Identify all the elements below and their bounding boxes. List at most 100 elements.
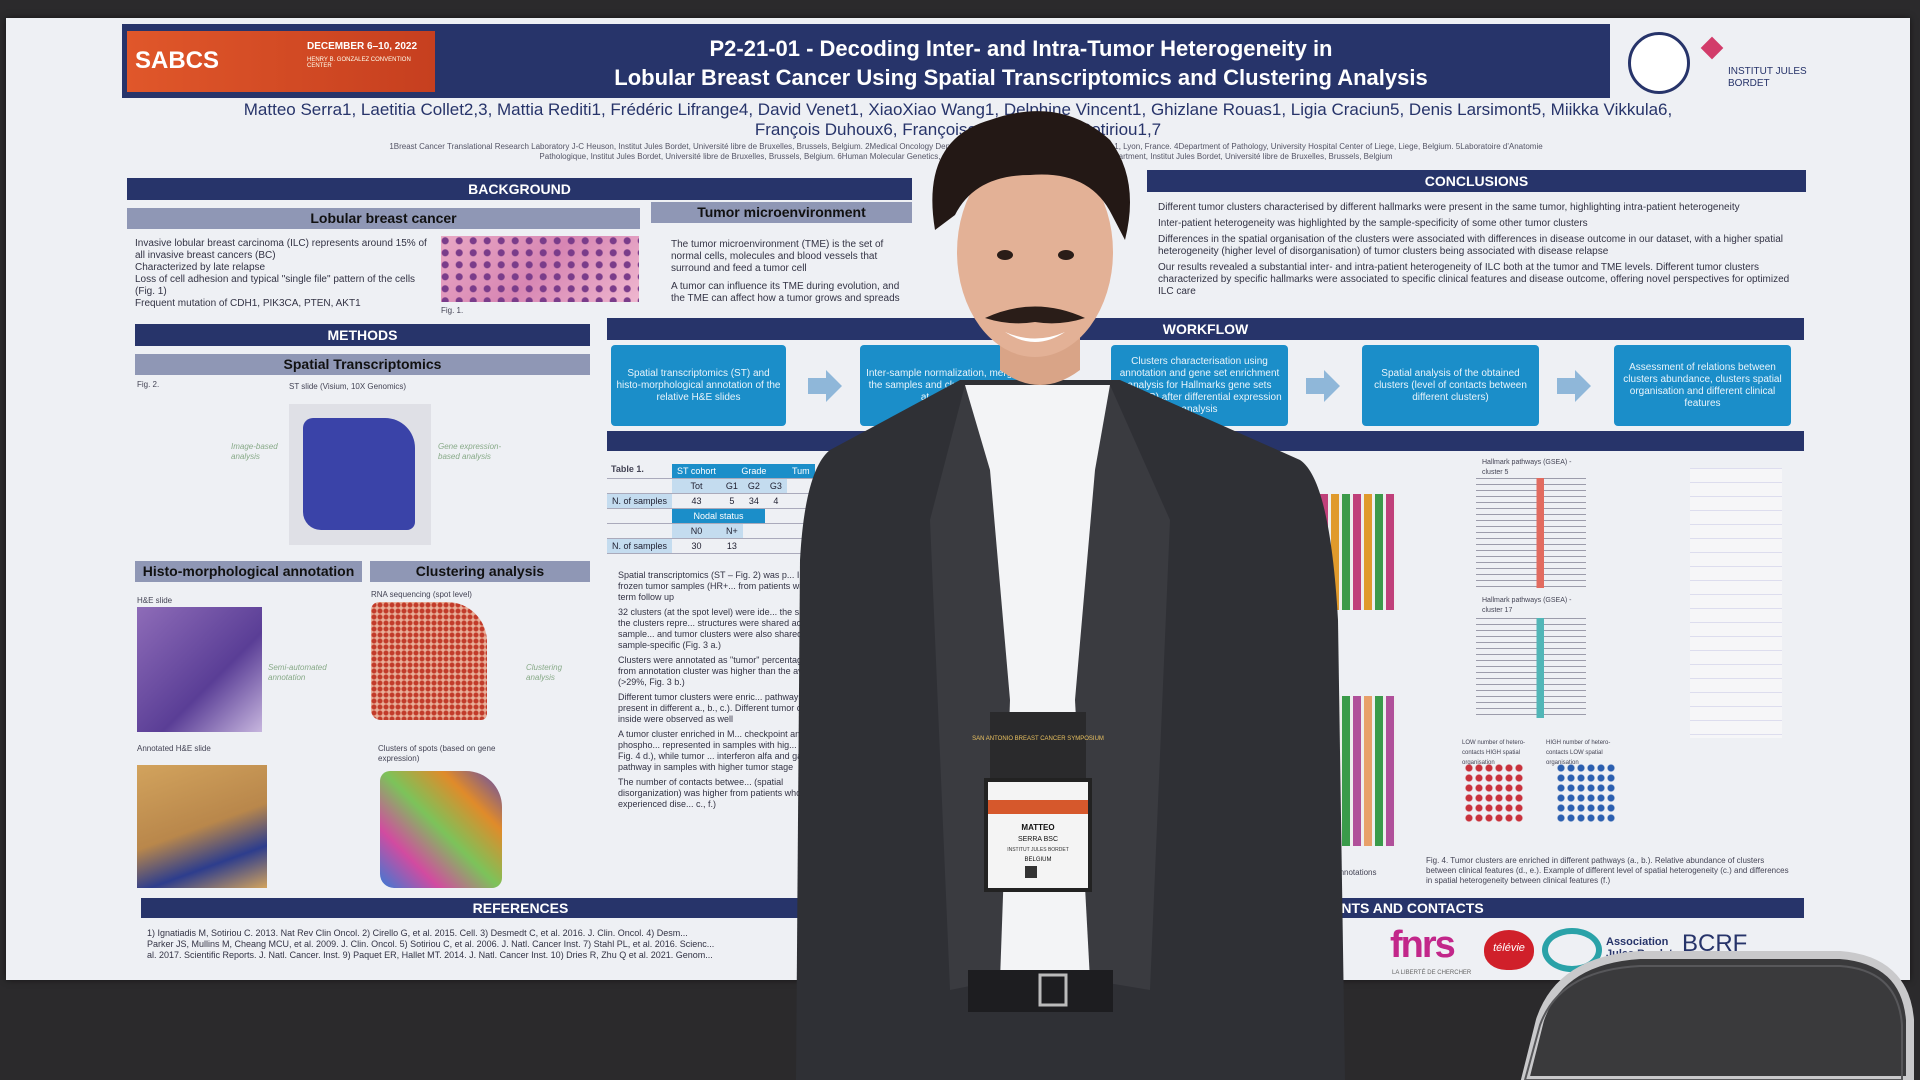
university-seal [1628, 32, 1690, 94]
cell: N. of samples [607, 493, 673, 509]
hair [932, 111, 1130, 240]
image-caption: Clusters of spots (based on gene express… [378, 744, 496, 763]
section-heading: REFERENCES [141, 898, 900, 918]
badge-last-name: SERRA BSC [1018, 836, 1058, 843]
cell: Grade [720, 464, 787, 479]
table: ST cohort Grade Tum Tot G1 G2 G3 N. of sample… [607, 464, 815, 554]
dot-grid [1556, 763, 1616, 823]
badge-holder [990, 712, 1086, 782]
bullet: Different tumor clusters characterised b… [1158, 202, 1740, 213]
annotated-image [137, 765, 267, 888]
cell: 43 [672, 493, 721, 509]
bullet-list: Spatial transcriptomics (ST – Fig. 2) wa… [618, 570, 848, 810]
panel-title: Hallmark pathways (GSEA) - cluster 17 [1482, 597, 1572, 614]
sponsor-logo: fnrs [1390, 924, 1456, 966]
histology-image [441, 236, 639, 302]
author-line: Matteo Serra1, Laetitia Collet2,3, Matti… [243, 100, 1673, 119]
subsection-heading: Histo-morphological annotation [135, 561, 362, 582]
poster-title: P2-21-01 - Decoding Inter- and Intra-Tum… [446, 34, 1596, 92]
conference-venue: HENRY B. GONZALEZ CONVENTION CENTER [307, 57, 411, 69]
cell: G1 [720, 478, 743, 494]
bullet: The number of contacts betwee... (spatia… [618, 777, 802, 809]
lapel-right [1075, 385, 1170, 990]
subsection-heading: Clustering analysis [370, 561, 590, 582]
chair [1520, 951, 1914, 1080]
eye [1058, 250, 1074, 260]
bullet: Clusters were annotated as "tumor" perce… [618, 655, 843, 687]
sponsor-tagline: LA LIBERTÉ DE CHERCHER [1392, 970, 1472, 976]
title-line: P2-21-01 - Decoding Inter- and Intra-Tum… [709, 36, 1333, 61]
bullet: 32 clusters (at the spot level) were ide… [618, 607, 843, 650]
bullet: Frequent mutation of CDH1, PIK3CA, PTEN,… [135, 298, 361, 309]
badge-band [988, 800, 1088, 814]
pathway-plot [1476, 618, 1586, 718]
cell: G3 [764, 478, 787, 494]
section-heading: WORKFLOW [607, 318, 1804, 340]
reference-line: 1) Ignatiadis M, Sotiriou C. 2013. Nat R… [147, 928, 688, 938]
title-line: Lobular Breast Cancer Using Spatial Tran… [614, 65, 1428, 90]
cell: 34 [742, 493, 765, 509]
panel-title: Hallmark pathways (GSEA) - cluster 5 [1482, 459, 1572, 476]
bullet-list: The tumor microenvironment (TME) is the … [671, 239, 906, 305]
bullet: A tumor cluster enriched in M... checkpo… [618, 729, 844, 772]
cell: Nodal status [672, 508, 765, 524]
bullet: Differences in the spatial organisation … [1158, 234, 1783, 257]
bullet: Loss of cell adhesion and typical "singl… [135, 274, 416, 297]
arrow-label: Gene expression-based analysis [438, 442, 502, 461]
figure-caption: Fig. 4. Tumor clusters are enriched in d… [1426, 856, 1789, 885]
chair-mesh [1523, 965, 1903, 1080]
bullet-list: Invasive lobular breast carcinoma (ILC) … [135, 238, 435, 310]
badge-event: SAN ANTONIO BREAST CANCER SYMPOSIUM [972, 736, 1104, 742]
cell: ST cohort [672, 464, 721, 479]
conference-dates: DECEMBER 6–10, 2022 [307, 41, 418, 52]
bullet: Invasive lobular breast carcinoma (ILC) … [135, 238, 427, 261]
badge-country: BELGIUM [1024, 857, 1051, 863]
workflow-step: Spatial transcriptomics (ST) and histo-m… [611, 345, 786, 426]
reference-list: 1) Ignatiadis M, Sotiriou C. 2013. Nat R… [147, 928, 907, 961]
bullet: Inter-patient heterogeneity was highligh… [1158, 218, 1588, 229]
bullet: A tumor can influence its TME during evo… [671, 281, 900, 304]
conference-name: SABCS [135, 47, 220, 74]
clusters-image [380, 771, 502, 888]
mustache [985, 306, 1085, 324]
bullet: Spatial transcriptomics (ST – Fig. 2) wa… [618, 570, 844, 602]
section-heading: ENTS AND CONTACTS [1322, 898, 1804, 918]
pathway-plot [1476, 478, 1586, 588]
workflow-step: Spatial analysis of the obtained cluster… [1362, 345, 1539, 426]
cell: N+ [720, 523, 743, 539]
cell: 30 [672, 538, 721, 554]
image-caption: ST slide (Visium, 10X Genomics) [289, 382, 407, 391]
he-slide-image [137, 607, 262, 732]
institute-name: INSTITUT JULES BORDET [1728, 66, 1807, 89]
sponsor-logo: télévie [1484, 930, 1534, 970]
section-heading: BACKGROUND [127, 178, 912, 200]
image-caption: H&E slide [137, 596, 173, 605]
rna-heatmap-image [371, 602, 487, 720]
badge [984, 778, 1092, 892]
section-heading: METHODS [135, 324, 590, 346]
reference-line: Parker JS, Mullins M, Cheang MCU, et al.… [147, 939, 715, 949]
subsection-heading: Lobular breast cancer [127, 208, 640, 229]
bullet: The tumor microenvironment (TME) is the … [671, 239, 884, 274]
bullet: Different tumor clusters were enric... p… [618, 692, 828, 724]
badge-org: INSTITUT JULES BORDET [1007, 847, 1069, 853]
smile [1005, 332, 1065, 342]
figure-label: Fig. 2. [137, 380, 160, 389]
face [957, 147, 1113, 357]
cell: 4 [764, 493, 787, 509]
arrow-label: Semi-automated annotation [268, 663, 327, 682]
dot-grid [1464, 763, 1524, 823]
assoc-logo [1542, 928, 1602, 972]
conference-logo: SABCS DECEMBER 6–10, 2022 HENRY B. GONZA… [127, 31, 435, 92]
subsection-heading: Tumor microenvironment [651, 202, 912, 223]
section-heading: CONCLUSIONS [1147, 170, 1806, 192]
belt-buckle [1038, 973, 1068, 1007]
badge-first-name: MATTEO [1021, 823, 1054, 832]
bullet: Our results revealed a substantial inter… [1158, 262, 1790, 297]
subsection-heading: Spatial Transcriptomics [135, 354, 590, 375]
bullet: Characterized by late relapse [135, 262, 266, 273]
cell: G2 [742, 478, 765, 494]
image-caption: Annotated H&E slide [137, 744, 211, 753]
bullet-list: Different tumor clusters characterised b… [1158, 202, 1798, 298]
